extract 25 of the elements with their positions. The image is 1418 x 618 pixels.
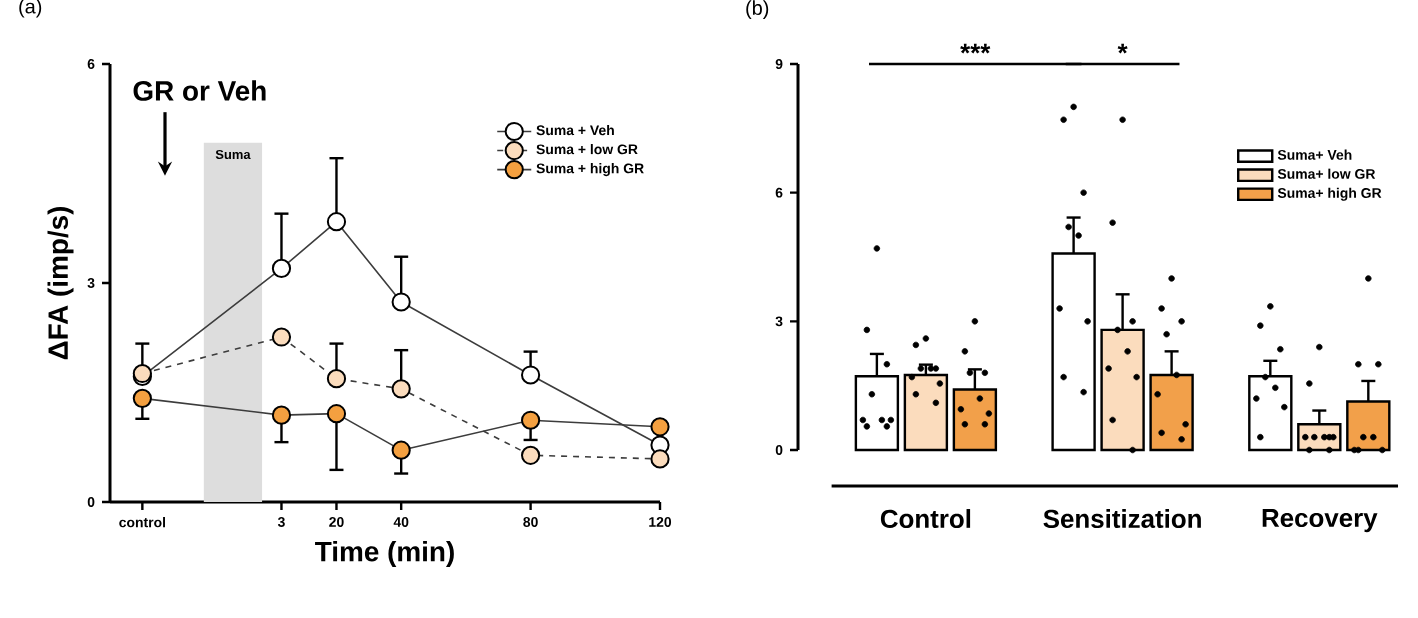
y-axis-title: ΔFA (imp/s) xyxy=(47,206,74,360)
point xyxy=(650,449,670,469)
x-tick-label: Recovery xyxy=(1262,509,1378,533)
point xyxy=(520,410,541,430)
point xyxy=(326,369,347,389)
annotation: GR or Veh xyxy=(133,80,266,101)
text: * xyxy=(1117,43,1128,54)
point xyxy=(271,258,292,278)
point xyxy=(391,440,411,460)
x-axis-title: Time (min) xyxy=(315,540,454,567)
bar xyxy=(903,373,949,452)
point xyxy=(391,292,411,312)
x-tick-label: Control xyxy=(880,509,971,529)
x-tick-label: Sensitization xyxy=(1043,509,1201,529)
point xyxy=(132,388,152,408)
point xyxy=(271,405,292,425)
point xyxy=(520,445,541,465)
chart-title: (b) xyxy=(746,0,769,19)
point xyxy=(271,327,292,347)
point xyxy=(326,212,347,232)
point xyxy=(650,417,670,437)
point xyxy=(326,404,347,424)
text: *** xyxy=(960,43,991,54)
point xyxy=(520,365,541,385)
point xyxy=(391,379,411,399)
